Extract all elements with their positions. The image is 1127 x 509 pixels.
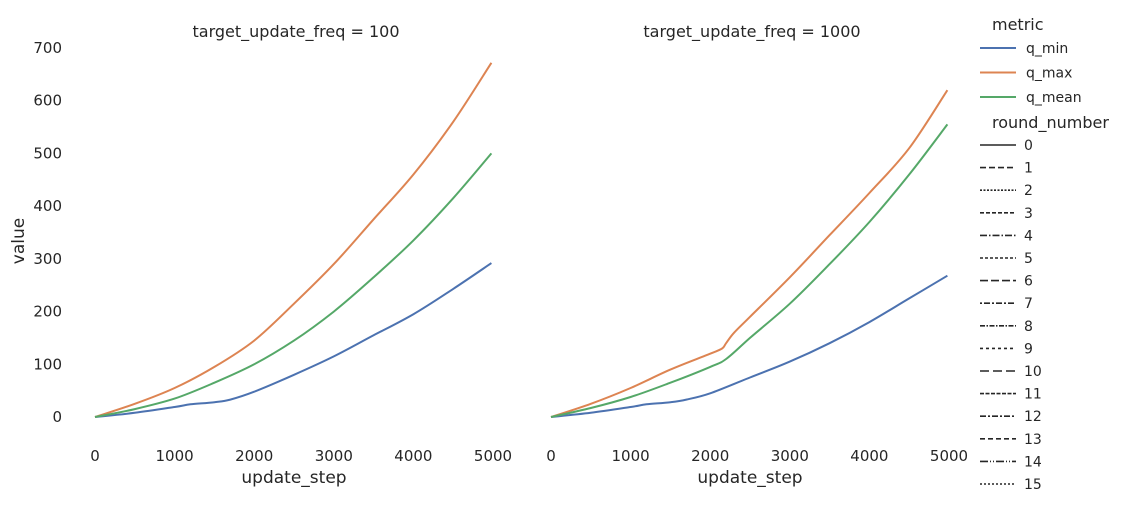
series-line-q_max-facet-0: [94, 62, 493, 418]
legend-label-round-0: 0: [1024, 138, 1033, 154]
x-tick-label: 3000: [771, 447, 809, 465]
facet-title-1: target_update_freq = 1000: [643, 22, 860, 42]
x-tick-label: 1000: [612, 447, 650, 465]
y-tick-label: 500: [33, 144, 62, 162]
legend-label-round-12: 12: [1024, 409, 1042, 425]
x-tick-label: 3000: [315, 447, 353, 465]
x-tick-label: 1000: [156, 447, 194, 465]
legend-label-q_min: q_min: [1026, 41, 1068, 57]
x-tick-label: 0: [90, 447, 100, 465]
legend-label-round-4: 4: [1024, 228, 1033, 244]
legend-label-round-6: 6: [1024, 274, 1033, 290]
series-line-q_min-facet-0: [94, 262, 492, 418]
legend-label-q_mean: q_mean: [1026, 90, 1082, 106]
x-tick-label: 5000: [930, 447, 968, 465]
x-tick-label: 4000: [850, 447, 888, 465]
legend-title-metric: metric: [992, 15, 1044, 34]
y-axis-label: value: [9, 218, 29, 264]
series-line-q_min-facet-1: [550, 274, 948, 418]
y-tick-label: 700: [33, 39, 62, 57]
series-line-q_max-facet-1: [550, 89, 949, 418]
x-tick-label: 4000: [394, 447, 432, 465]
legend-label-round-15: 15: [1024, 477, 1042, 493]
y-tick-label: 0: [52, 408, 62, 426]
legend-label-round-10: 10: [1024, 364, 1042, 380]
x-tick-label: 5000: [474, 447, 512, 465]
legend-label-round-13: 13: [1024, 432, 1042, 448]
y-tick-label: 400: [33, 197, 62, 215]
facet-title-0: target_update_freq = 100: [193, 22, 400, 42]
x-tick-label: 2000: [691, 447, 729, 465]
legend-label-round-5: 5: [1024, 251, 1033, 267]
x-axis-label: update_step: [241, 468, 346, 488]
y-tick-label: 300: [33, 250, 62, 268]
y-tick-label: 200: [33, 303, 62, 321]
legend-title-round-number: round_number: [992, 113, 1109, 133]
legend-label-round-3: 3: [1024, 206, 1033, 222]
x-tick-label: 0: [546, 447, 556, 465]
series-line-q_mean-facet-1: [550, 123, 949, 418]
y-tick-label: 600: [33, 92, 62, 110]
legend-label-round-1: 1: [1024, 161, 1033, 177]
legend-label-round-9: 9: [1024, 341, 1033, 357]
legend-label-round-14: 14: [1024, 454, 1042, 470]
series-line-q_mean-facet-0: [94, 152, 493, 418]
legend-label-round-8: 8: [1024, 319, 1033, 335]
legend-label-round-11: 11: [1024, 387, 1042, 403]
legend-label-q_max: q_max: [1026, 66, 1072, 82]
x-axis-label: update_step: [697, 468, 802, 488]
y-tick-label: 100: [33, 355, 62, 373]
legend-label-round-7: 7: [1024, 296, 1033, 312]
x-tick-label: 2000: [235, 447, 273, 465]
legend-label-round-2: 2: [1024, 183, 1033, 199]
